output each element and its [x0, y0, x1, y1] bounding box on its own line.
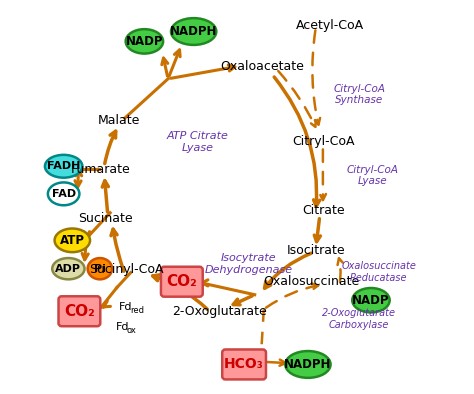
Text: NADPH: NADPH — [170, 25, 218, 38]
Text: CO₂: CO₂ — [166, 274, 197, 289]
Text: 2-Oxoglutarate
Carboxylase: 2-Oxoglutarate Carboxylase — [322, 309, 396, 330]
Text: Fumarate: Fumarate — [71, 163, 131, 176]
Text: Fd: Fd — [116, 322, 129, 332]
Text: NADP: NADP — [126, 35, 163, 48]
Text: Pi: Pi — [94, 264, 106, 274]
Text: Malate: Malate — [98, 114, 140, 126]
Text: ATP: ATP — [60, 234, 85, 247]
Ellipse shape — [52, 258, 84, 279]
Text: Citryl-CoA: Citryl-CoA — [292, 136, 355, 148]
Ellipse shape — [48, 182, 80, 205]
Text: NADP: NADP — [352, 294, 390, 307]
Text: Sucinyl-CoA: Sucinyl-CoA — [90, 264, 164, 276]
Text: Isocytrate
Dehydrogenase: Isocytrate Dehydrogenase — [205, 253, 293, 275]
Text: Acetyl-CoA: Acetyl-CoA — [295, 19, 364, 32]
Ellipse shape — [88, 258, 112, 279]
Ellipse shape — [126, 29, 163, 54]
Text: ox: ox — [127, 327, 137, 335]
Ellipse shape — [352, 288, 390, 312]
Text: Oxaloacetate: Oxaloacetate — [221, 61, 305, 73]
Text: red: red — [130, 306, 144, 315]
Ellipse shape — [45, 155, 82, 178]
Ellipse shape — [55, 229, 90, 252]
Ellipse shape — [285, 351, 330, 378]
Text: Fd: Fd — [119, 301, 132, 312]
Text: ATP Citrate
Lyase: ATP Citrate Lyase — [167, 131, 228, 152]
Text: Isocitrate: Isocitrate — [286, 244, 345, 256]
Text: FAD: FAD — [52, 189, 76, 199]
Text: Oxalosuccinate
Reducatase: Oxalosuccinate Reducatase — [341, 261, 416, 282]
Text: Citryl-CoA
Lyase: Citryl-CoA Lyase — [347, 165, 399, 186]
Text: Sucinate: Sucinate — [78, 212, 132, 225]
Text: Citryl-CoA
Synthase: Citryl-CoA Synthase — [333, 84, 385, 105]
FancyBboxPatch shape — [161, 267, 203, 297]
Text: FADH: FADH — [47, 161, 80, 171]
Text: Oxalosuccinate: Oxalosuccinate — [264, 275, 360, 288]
Ellipse shape — [171, 18, 216, 45]
Text: ADP: ADP — [55, 264, 82, 274]
Text: 2-Oxoglutarate: 2-Oxoglutarate — [172, 305, 267, 318]
Text: Citrate: Citrate — [302, 204, 345, 217]
Text: CO₂: CO₂ — [64, 304, 95, 319]
Text: NADPH: NADPH — [284, 358, 332, 371]
FancyBboxPatch shape — [222, 349, 266, 379]
Text: HCO₃: HCO₃ — [224, 357, 264, 372]
FancyBboxPatch shape — [58, 296, 100, 326]
